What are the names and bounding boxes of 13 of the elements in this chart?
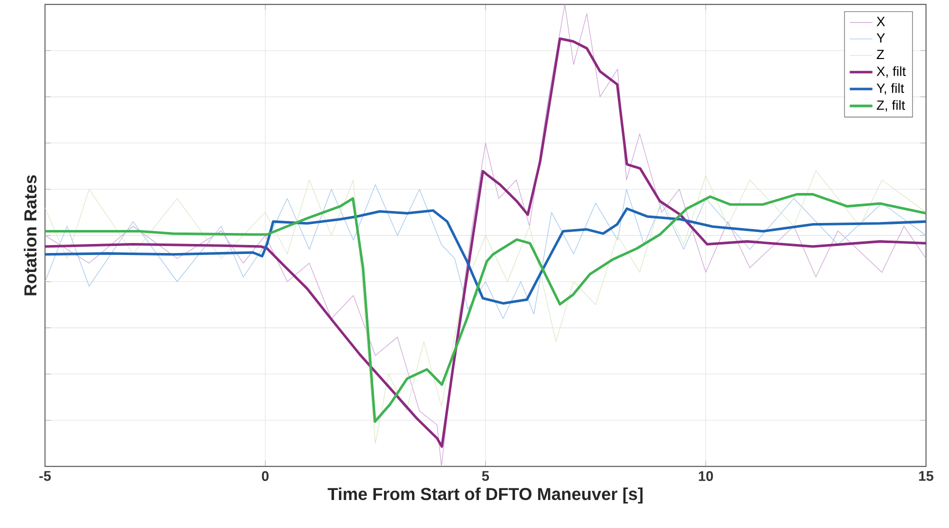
- legend-label: Y: [876, 33, 885, 42]
- x-tick-label: 15: [919, 470, 934, 481]
- x-tick-label: 0: [262, 470, 269, 481]
- legend-label: X: [876, 16, 885, 26]
- legend-label: Z: [876, 50, 884, 59]
- x-tick-label: -5: [39, 470, 51, 481]
- x-tick-label: 5: [482, 470, 489, 481]
- x-tick-label: 10: [698, 470, 713, 481]
- legend-label: Z, filt: [876, 100, 906, 112]
- legend-label: Y, filt: [876, 82, 904, 94]
- y-axis-title: Rotation Rates: [24, 175, 37, 295]
- x-axis-title: Time From Start of DFTO Maneuver [s]: [328, 487, 643, 504]
- legend-label: X, filt: [876, 66, 906, 78]
